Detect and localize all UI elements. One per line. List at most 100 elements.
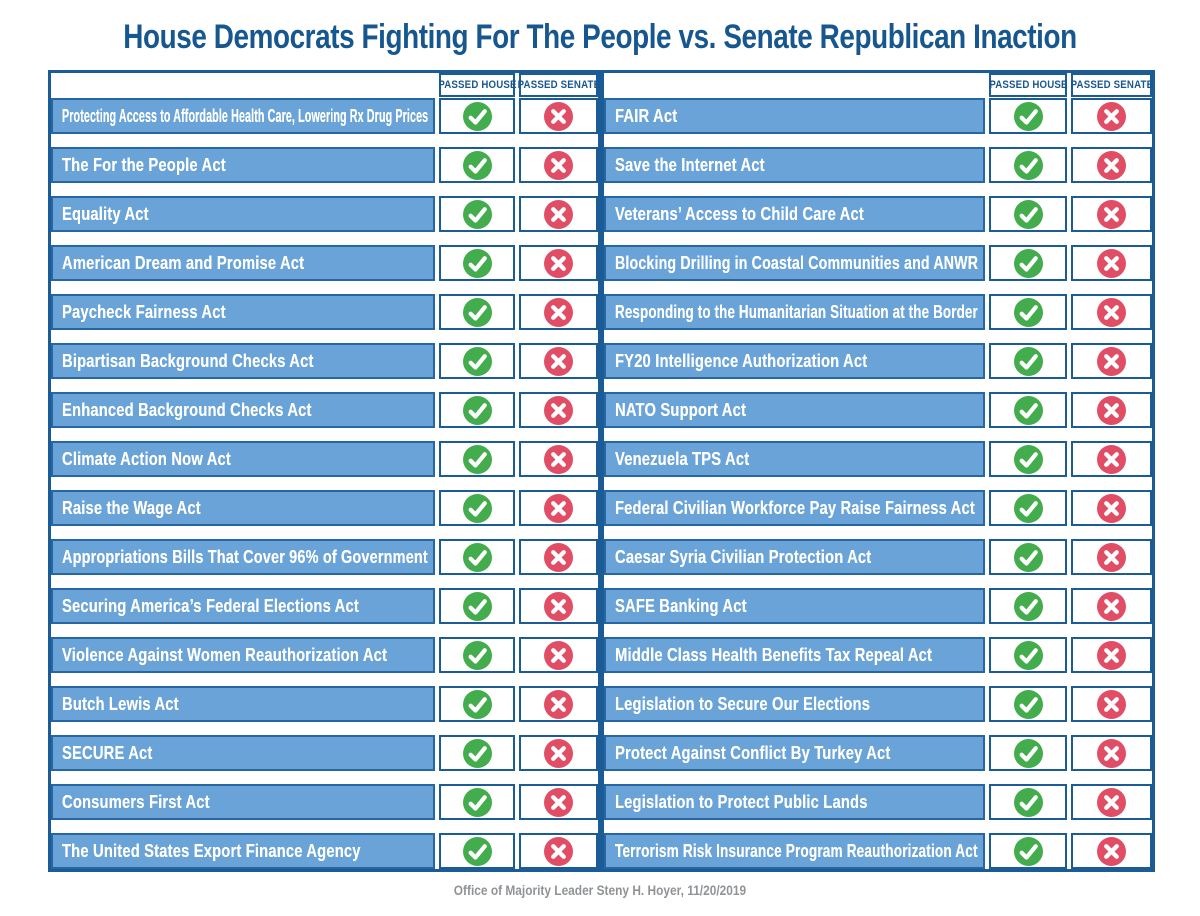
bill-name-label: Securing America’s Federal Elections Act <box>62 595 359 616</box>
passed-house-cell <box>439 245 515 281</box>
x-circle-icon <box>1097 738 1126 768</box>
passed-house-cell <box>439 147 515 183</box>
passed-house-cell <box>989 686 1067 722</box>
left-rows: Protecting Access to Affordable Health C… <box>51 98 598 869</box>
passed-senate-cell <box>519 98 598 134</box>
passed-senate-cell <box>1071 98 1152 134</box>
passed-house-cell <box>989 637 1067 673</box>
check-circle-icon <box>1013 640 1043 670</box>
table-row: Climate Action Now Act <box>51 441 598 477</box>
check-circle-icon <box>1013 689 1043 719</box>
bill-name-cell: Save the Internet Act <box>604 147 985 183</box>
passed-senate-cell <box>1071 637 1152 673</box>
bill-name-cell: American Dream and Promise Act <box>51 245 435 281</box>
bill-name-cell: Raise the Wage Act <box>51 490 435 526</box>
bill-name-cell: Blocking Drilling in Coastal Communities… <box>604 245 985 281</box>
bill-name-label: Enhanced Background Checks Act <box>62 399 312 420</box>
passed-house-cell <box>989 245 1067 281</box>
x-circle-icon <box>544 444 573 474</box>
x-circle-icon <box>544 836 573 866</box>
table-row: Securing America’s Federal Elections Act <box>51 588 598 624</box>
check-circle-icon <box>1013 346 1043 376</box>
passed-house-cell <box>439 98 515 134</box>
bill-name-cell: Middle Class Health Benefits Tax Repeal … <box>604 637 985 673</box>
check-circle-icon <box>462 591 492 621</box>
x-circle-icon <box>544 640 573 670</box>
x-circle-icon <box>1097 150 1126 180</box>
x-circle-icon <box>544 101 573 131</box>
table-row: SAFE Banking Act <box>604 588 1152 624</box>
passed-senate-header: PASSED SENATE <box>1070 73 1153 97</box>
passed-senate-cell <box>519 637 598 673</box>
passed-senate-cell <box>519 490 598 526</box>
x-circle-icon <box>1097 297 1126 327</box>
passed-senate-cell <box>519 392 598 428</box>
bill-name-cell: Bipartisan Background Checks Act <box>51 343 435 379</box>
table-row: Consumers First Act <box>51 784 598 820</box>
check-circle-icon <box>462 101 492 131</box>
passed-house-cell <box>439 392 515 428</box>
x-circle-icon <box>1097 444 1126 474</box>
passed-senate-cell <box>1071 245 1152 281</box>
passed-house-cell <box>439 490 515 526</box>
passed-senate-cell <box>519 686 598 722</box>
bill-name-cell: Terrorism Risk Insurance Program Reautho… <box>604 833 985 869</box>
table-row: Blocking Drilling in Coastal Communities… <box>604 245 1152 281</box>
passed-house-cell <box>439 343 515 379</box>
check-circle-icon <box>1013 836 1043 866</box>
passed-senate-cell <box>1071 833 1152 869</box>
page-title: House Democrats Fighting For The People … <box>123 18 1077 56</box>
passed-senate-cell <box>519 441 598 477</box>
bill-name-label: Terrorism Risk Insurance Program Reautho… <box>615 840 978 861</box>
x-circle-icon <box>544 542 573 572</box>
bill-name-label: Protect Against Conflict By Turkey Act <box>615 742 891 763</box>
passed-house-cell <box>439 637 515 673</box>
x-circle-icon <box>1097 591 1126 621</box>
x-circle-icon <box>544 248 573 278</box>
x-circle-icon <box>544 689 573 719</box>
bill-name-label: Venezuela TPS Act <box>615 448 750 469</box>
bill-name-label: NATO Support Act <box>615 399 747 420</box>
passed-house-header: PASSED HOUSE <box>438 73 516 97</box>
x-circle-icon <box>1097 346 1126 376</box>
table-row: Paycheck Fairness Act <box>51 294 598 330</box>
check-circle-icon <box>1013 101 1043 131</box>
table-row: The United States Export Finance Agency <box>51 833 598 869</box>
x-circle-icon <box>544 199 573 229</box>
passed-house-cell <box>439 686 515 722</box>
bill-name-cell: Consumers First Act <box>51 784 435 820</box>
passed-house-cell <box>439 735 515 771</box>
bill-name-cell: Federal Civilian Workforce Pay Raise Fai… <box>604 490 985 526</box>
passed-senate-cell <box>1071 343 1152 379</box>
bill-name-label: Blocking Drilling in Coastal Communities… <box>615 252 979 273</box>
bill-name-cell: Enhanced Background Checks Act <box>51 392 435 428</box>
x-circle-icon <box>544 591 573 621</box>
passed-house-cell <box>989 294 1067 330</box>
bill-name-label: American Dream and Promise Act <box>62 252 305 273</box>
passed-senate-cell <box>1071 735 1152 771</box>
table-row: Protect Against Conflict By Turkey Act <box>604 735 1152 771</box>
x-circle-icon <box>1097 640 1126 670</box>
bills-table-left-half: PASSED HOUSE PASSED SENATE Protecting Ac… <box>48 70 601 872</box>
bill-name-cell: Appropriations Bills That Cover 96% of G… <box>51 539 435 575</box>
passed-house-cell <box>439 784 515 820</box>
bill-name-cell: Equality Act <box>51 196 435 232</box>
passed-house-cell <box>989 784 1067 820</box>
passed-house-cell <box>439 588 515 624</box>
bill-name-cell: SECURE Act <box>51 735 435 771</box>
table-row: The For the People Act <box>51 147 598 183</box>
passed-senate-cell <box>1071 392 1152 428</box>
bill-name-label: Consumers First Act <box>62 791 210 812</box>
bill-name-label: Legislation to Secure Our Elections <box>615 693 871 714</box>
table-row: NATO Support Act <box>604 392 1152 428</box>
bills-table-right-half: PASSED HOUSE PASSED SENATE FAIR Act <box>601 70 1155 872</box>
passed-house-cell <box>989 490 1067 526</box>
passed-senate-cell <box>1071 539 1152 575</box>
x-circle-icon <box>1097 542 1126 572</box>
bill-name-label: Appropriations Bills That Cover 96% of G… <box>62 546 428 567</box>
table-row: Enhanced Background Checks Act <box>51 392 598 428</box>
check-circle-icon <box>462 493 492 523</box>
check-circle-icon <box>1013 297 1043 327</box>
passed-senate-cell <box>519 539 598 575</box>
